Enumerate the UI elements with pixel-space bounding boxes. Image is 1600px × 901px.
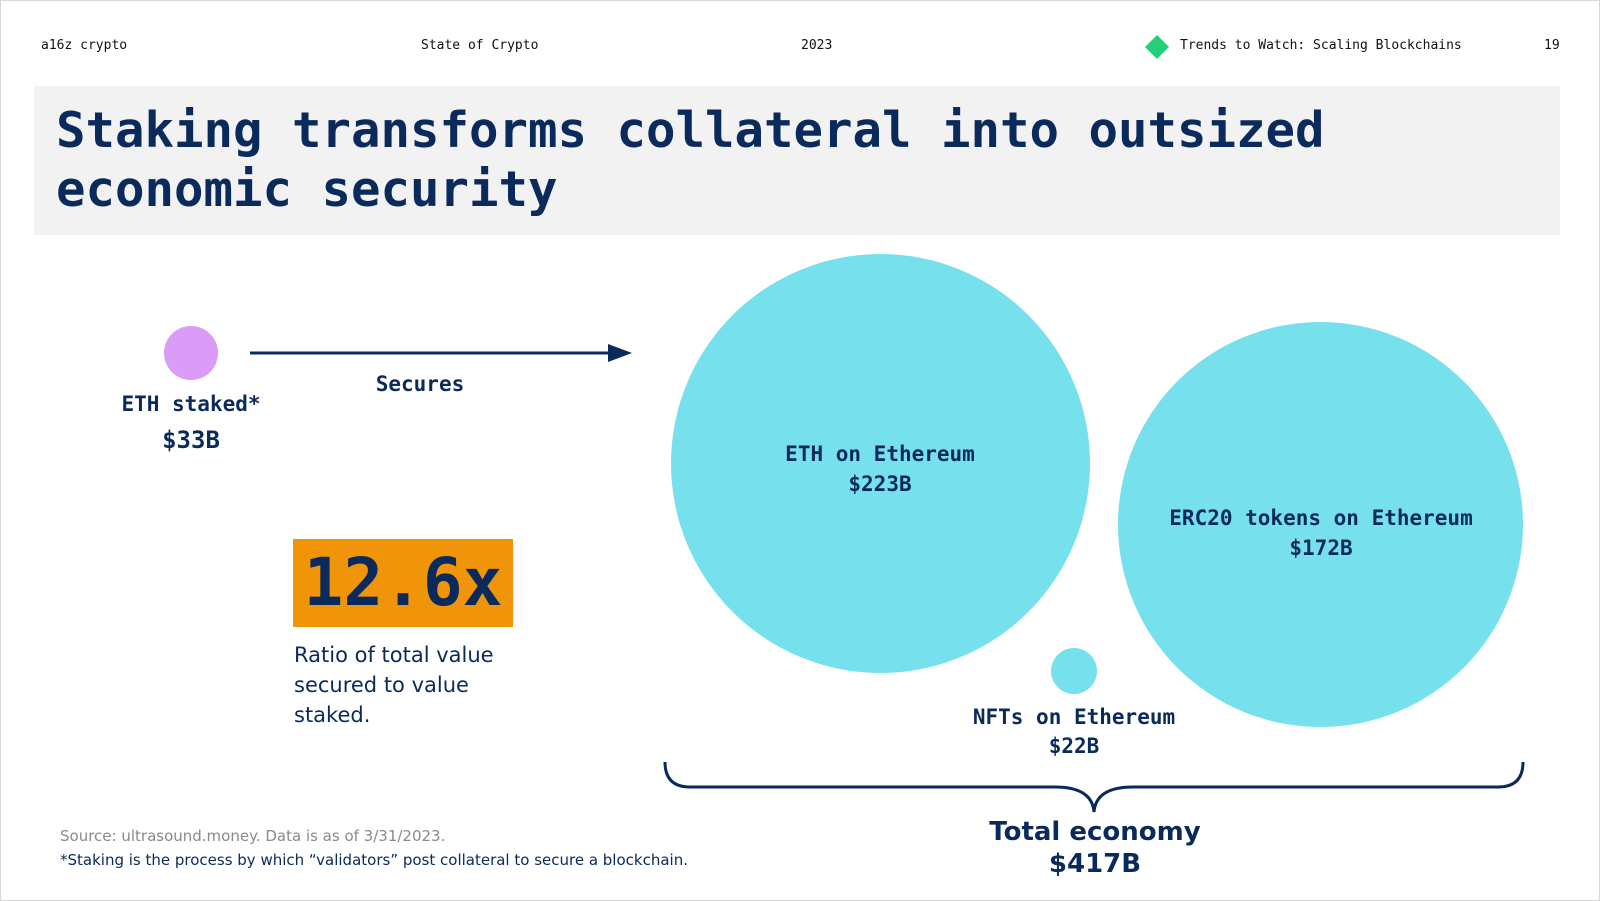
source-note: Source: ultrasound.money. Data is as of … [60,827,446,845]
erc20-label: ERC20 tokens on Ethereum [1169,506,1473,530]
report-name: State of Crypto [421,38,539,53]
total-economy-label: Total economy [989,817,1201,847]
ratio-highlight [293,539,513,627]
eth-staked-bubble [164,326,218,380]
page-title: Staking transforms collateral into outsi… [56,102,1325,218]
brand-name: a16z crypto [41,38,128,53]
secures-arrow-icon [250,344,632,362]
eth-on-ethereum-bubble [671,254,1090,673]
title-banner [34,86,1560,235]
report-year: 2023 [801,38,833,53]
total-economy-value: $417B [1048,849,1142,879]
nfts-bubble [1051,648,1097,694]
erc20-value: $172B [1289,536,1353,560]
nfts-value: $22B [1048,734,1100,758]
total-brace-icon [663,761,1525,813]
secures-label: Secures [375,372,465,396]
footnote: *Staking is the process by which “valida… [60,851,688,869]
ratio-description: Ratio of total value secured to value st… [294,643,494,727]
erc20-bubble [1118,322,1523,727]
diamond-logo-icon [1145,35,1169,59]
section-name: Trends to Watch: Scaling Blockchains [1180,38,1462,53]
page-number: 19 [1544,38,1560,53]
eth-on-ethereum-label: ETH on Ethereum [785,442,975,466]
eth-staked-label: ETH staked* [121,392,261,416]
eth-staked-value: $33B [162,426,220,454]
eth-on-ethereum-value: $223B [848,472,912,496]
nfts-label: NFTs on Ethereum [972,705,1176,729]
ratio-value: 12.6x [303,544,503,621]
